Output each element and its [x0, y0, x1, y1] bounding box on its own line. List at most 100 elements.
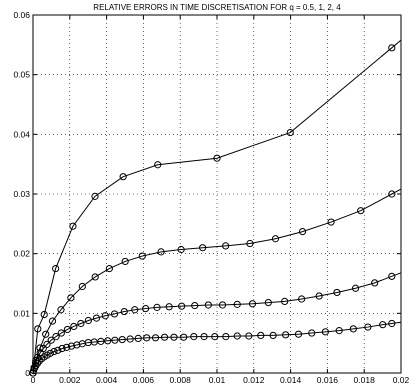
data-point: [91, 273, 99, 281]
series-4: [29, 319, 402, 377]
data-point: [333, 288, 341, 297]
data-point: [77, 319, 85, 328]
data-point: [111, 336, 119, 344]
data-point: [126, 335, 134, 343]
data-point: [335, 327, 343, 335]
data-point: [388, 44, 396, 52]
data-point: [222, 333, 230, 341]
axis-ticks: 0 0.002 0.004 0.006 0.008 0.01 0.012 0.014 0.016…: [13, 10, 409, 385]
data-point: [257, 331, 265, 340]
data-point: [180, 333, 188, 341]
data-point: [57, 306, 65, 314]
data-point: [200, 333, 208, 341]
data-point: [118, 335, 126, 344]
data-point: [43, 340, 51, 348]
data-point: [170, 333, 178, 341]
series-line: [32, 188, 402, 374]
data-point: [40, 310, 48, 319]
data-point: [142, 304, 150, 313]
data-point: [388, 272, 396, 280]
data-point: [233, 332, 241, 340]
series-3: [29, 272, 402, 377]
y-tick-label: 0.06: [13, 10, 30, 20]
data-point: [131, 306, 139, 314]
x-tick-label: 0.018: [354, 375, 376, 385]
y-tick-label: 0.04: [13, 129, 30, 139]
x-tick-label: 0.004: [96, 375, 118, 385]
series-line: [32, 272, 402, 374]
data-point: [248, 300, 257, 308]
data-point: [177, 245, 185, 254]
y-tick-label: 0.02: [13, 249, 30, 259]
data-point: [46, 349, 54, 357]
data-point: [294, 330, 303, 338]
data-point: [282, 331, 290, 339]
x-tick-label: 0.014: [280, 375, 302, 385]
data-point: [42, 330, 50, 338]
data-point: [160, 333, 169, 341]
data-point: [271, 235, 280, 243]
data-point: [69, 222, 77, 230]
data-point: [153, 303, 161, 311]
chart-title: RELATIVE ERRORS IN TIME DISCRETISATION F…: [93, 3, 341, 12]
data-point: [298, 227, 307, 236]
series-2: [29, 188, 402, 377]
y-tick-label: 0.05: [13, 70, 30, 80]
x-tick-label: 0.02: [393, 375, 410, 385]
data-point: [211, 333, 219, 341]
y-tick-label: 0.01: [13, 308, 30, 318]
data-point: [190, 333, 198, 341]
data-point: [388, 190, 396, 198]
data-point: [143, 334, 151, 342]
data-point: [269, 331, 277, 340]
data-point: [321, 328, 329, 336]
data-point: [388, 319, 396, 328]
data-point: [298, 295, 306, 303]
data-point: [138, 252, 146, 260]
data-point: [39, 344, 47, 353]
data-point: [105, 264, 113, 273]
data-point: [35, 357, 43, 365]
data-point: [134, 334, 142, 342]
data-point: [63, 343, 71, 351]
data-point: [349, 325, 357, 333]
data-point: [357, 207, 365, 215]
data-point: [33, 359, 42, 368]
data-point: [379, 321, 387, 329]
data-point: [245, 332, 253, 340]
data-point: [120, 307, 128, 316]
data-point: [246, 239, 254, 248]
grid: [33, 15, 401, 373]
data-point: [57, 329, 65, 337]
x-tick-label: 0.012: [243, 375, 265, 385]
data-point: [36, 344, 44, 352]
x-tick-label: 0.01: [209, 375, 226, 385]
data-point: [213, 154, 221, 162]
series-1: [29, 39, 402, 377]
data-point: [233, 300, 241, 308]
data-point: [121, 257, 129, 266]
data-point: [191, 301, 199, 310]
data-point: [315, 292, 323, 300]
data-point: [104, 337, 112, 345]
data-point: [165, 303, 173, 311]
data-point: [178, 302, 186, 310]
y-tick-label: 0: [25, 368, 30, 378]
series-line: [32, 39, 402, 374]
data-point: [92, 314, 101, 322]
data-point: [101, 312, 109, 320]
data-point: [264, 298, 272, 307]
x-tick-label: 0.006: [133, 375, 155, 385]
data-point: [67, 294, 75, 302]
data-point: [52, 264, 60, 273]
data-point: [63, 325, 72, 334]
data-point: [151, 334, 160, 342]
data-point: [199, 244, 207, 252]
data-point: [154, 161, 162, 169]
x-tick-label: 0.002: [59, 375, 81, 385]
data-point: [50, 347, 58, 356]
data-point: [157, 248, 165, 256]
data-point: [52, 333, 60, 341]
data-point: [70, 322, 78, 331]
